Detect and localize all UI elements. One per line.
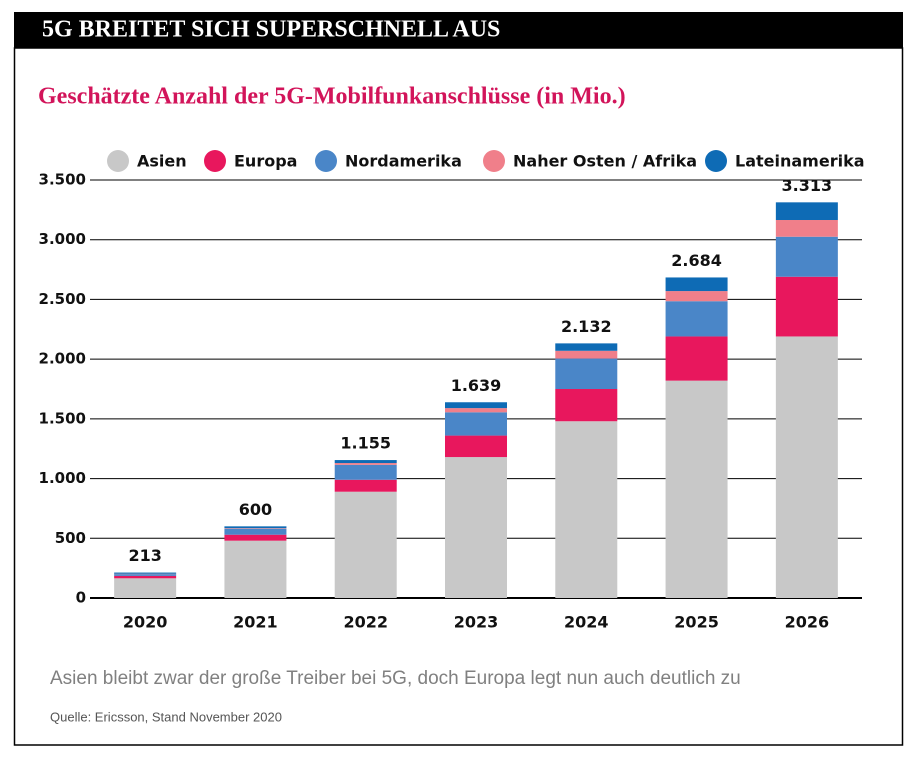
y-tick-label: 1.500 bbox=[39, 409, 86, 427]
legend-swatch bbox=[315, 150, 337, 172]
bar-segment bbox=[555, 389, 618, 422]
bar-segment bbox=[114, 578, 177, 598]
bar-segment bbox=[775, 236, 838, 277]
frame bbox=[13, 47, 904, 746]
chart-title: Geschätzte Anzahl der 5G-Mobilfunkanschl… bbox=[38, 84, 626, 110]
total-label: 213 bbox=[128, 546, 161, 565]
bar-segment bbox=[445, 402, 507, 409]
bar-segment bbox=[775, 336, 838, 598]
total-label: 2.132 bbox=[561, 317, 612, 336]
y-tick-label: 3.000 bbox=[39, 230, 86, 248]
bar-segment bbox=[445, 457, 507, 598]
total-label: 1.639 bbox=[451, 376, 502, 395]
bar-segment bbox=[555, 350, 618, 359]
bar-segment bbox=[224, 528, 287, 529]
legend-label: Europa bbox=[234, 152, 297, 171]
bar-segment bbox=[665, 301, 728, 337]
legend-swatch bbox=[483, 150, 505, 172]
legend-label: Lateinamerika bbox=[735, 152, 865, 171]
legend-label: Naher Osten / Afrika bbox=[513, 152, 697, 171]
bar-segment bbox=[445, 408, 507, 413]
bar-segment bbox=[555, 343, 618, 351]
bar-segment bbox=[334, 463, 397, 465]
y-tick-label: 0 bbox=[76, 589, 86, 607]
x-tick-label: 2025 bbox=[674, 613, 719, 632]
bar-segment bbox=[334, 464, 397, 480]
total-label: 2.684 bbox=[671, 251, 722, 270]
y-tick-label: 2.500 bbox=[39, 290, 86, 308]
bar-segment bbox=[224, 540, 287, 598]
bar-segment bbox=[114, 574, 177, 576]
bar-segment bbox=[665, 336, 728, 381]
bar-segment bbox=[775, 202, 838, 221]
bar-segment bbox=[775, 220, 838, 237]
bar-segment bbox=[665, 277, 728, 292]
bar-segment bbox=[665, 291, 728, 302]
bar-segment bbox=[665, 380, 728, 598]
bar-segment bbox=[445, 435, 507, 458]
legend-swatch bbox=[204, 150, 226, 172]
header-bar bbox=[14, 12, 903, 48]
bar-segment bbox=[114, 572, 177, 574]
legend-swatch bbox=[107, 150, 129, 172]
bar-segment bbox=[334, 460, 397, 464]
bar-segment bbox=[114, 575, 177, 579]
bar-segment bbox=[445, 412, 507, 436]
x-tick-label: 2020 bbox=[123, 613, 168, 632]
bar-segment bbox=[775, 276, 838, 337]
legend-swatch bbox=[705, 150, 727, 172]
legend-label: Nordamerika bbox=[345, 152, 462, 171]
x-tick-label: 2023 bbox=[454, 613, 499, 632]
total-label: 1.155 bbox=[340, 434, 391, 453]
bar-segment bbox=[555, 421, 618, 598]
caption: Asien bleibt zwar der große Treiber bei … bbox=[50, 668, 741, 689]
y-tick-label: 1.000 bbox=[39, 469, 86, 487]
total-label: 3.313 bbox=[782, 176, 833, 195]
x-tick-label: 2024 bbox=[564, 613, 609, 632]
bar-segment bbox=[224, 526, 287, 529]
bar-segment bbox=[224, 528, 287, 535]
bar-segment bbox=[224, 534, 287, 541]
bar-segment bbox=[555, 358, 618, 389]
y-tick-label: 2.000 bbox=[39, 350, 86, 368]
header-text: 5G BREITET SICH SUPERSCHNELL AUS bbox=[42, 17, 500, 43]
y-tick-label: 3.500 bbox=[39, 171, 86, 189]
bar-segment bbox=[334, 491, 397, 598]
legend-label: Asien bbox=[137, 152, 187, 171]
source: Quelle: Ericsson, Stand November 2020 bbox=[50, 709, 282, 724]
x-tick-label: 2021 bbox=[233, 613, 278, 632]
total-label: 600 bbox=[239, 500, 272, 519]
x-tick-label: 2026 bbox=[785, 613, 830, 632]
x-tick-label: 2022 bbox=[343, 613, 388, 632]
bar-segment bbox=[334, 479, 397, 492]
y-tick-label: 500 bbox=[55, 529, 86, 547]
